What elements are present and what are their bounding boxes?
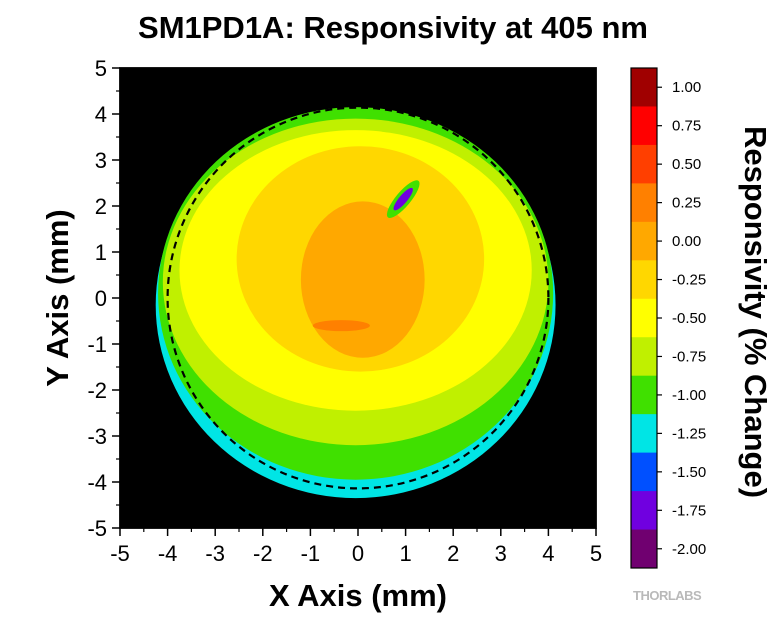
colorbar-segment [631,298,657,338]
x-axis-ticks: -5 -4 -3 -2 -1 0 1 2 3 4 5 [110,528,602,566]
colorbar: 1.00 0.75 0.50 0.25 0.00 -0.25 -0.50 -0.75 -1.00… [630,67,706,569]
y-tick-label: 3 [95,148,107,173]
colorbar-tick-label: -1.25 [672,425,706,442]
x-tick-label: -5 [110,541,130,566]
colorbar-tick-label: -1.75 [672,502,706,519]
colorbar-segment [631,375,657,415]
colorbar-tick-label: -1.50 [672,464,706,481]
x-tick-label: -1 [301,541,321,566]
y-axis-ticks: 5 4 3 2 1 0 -1 -2 -3 -4 -5 [87,56,120,541]
y-tick-label: 4 [95,102,107,127]
x-tick-label: -2 [253,541,273,566]
colorbar-segment [631,144,657,184]
colorbar-segment [631,260,657,300]
colorbar-segment [631,491,657,531]
colorbar-segment [631,183,657,223]
y-tick-label: -5 [87,516,107,541]
y-tick-label: -3 [87,424,107,449]
colorbar-segment [631,529,657,569]
colorbar-tick-label: -2.00 [672,541,706,558]
colorbar-segment [631,414,657,454]
y-axis-label: Y Axis (mm) [40,209,75,386]
x-tick-label: 1 [399,541,411,566]
colorbar-label: Responsivity (% Change) [738,126,773,498]
x-axis-label: X Axis (mm) [269,578,447,613]
colorbar-tick-label: 0.25 [672,195,701,212]
x-tick-label: -4 [158,541,178,566]
y-tick-label: 0 [95,286,107,311]
colorbar-tick-label: 0.50 [672,156,701,173]
colorbar-segment [631,337,657,377]
colorbar-tick-label: 0.00 [672,233,701,250]
heatmap-regions [155,107,556,499]
y-tick-label: -4 [87,470,107,495]
colorbar-segment [631,68,657,107]
aperture-dashed-circle [166,106,550,490]
x-tick-label: 0 [352,541,364,566]
colorbar-tick-label: -1.00 [672,387,706,404]
y-tick-label: 5 [95,56,107,81]
colorbar-segment [631,452,657,492]
x-tick-label: -3 [205,541,225,566]
colorbar-tick-label: -0.75 [672,348,706,365]
colorbar-segment [631,106,657,146]
colorbar-tick-label: -0.25 [672,272,706,289]
colorbar-segment [631,221,657,261]
thorlabs-logo: THORLABS [633,588,702,603]
heatmap-region [312,320,370,332]
x-tick-label: 2 [447,541,459,566]
y-tick-label: 1 [95,240,107,265]
x-tick-label: 4 [542,541,554,566]
colorbar-tick-label: 0.75 [672,118,701,135]
colorbar-tick-label: 1.00 [672,79,701,96]
heatmap-region [300,201,425,358]
heatmap-region [393,187,413,211]
x-tick-label: 5 [590,541,602,566]
y-tick-label: -1 [87,332,107,357]
x-tick-label: 3 [495,541,507,566]
y-tick-label: -2 [87,378,107,403]
colorbar-tick-label: -0.50 [672,310,706,327]
chart-title: SM1PD1A: Responsivity at 405 nm [138,10,648,45]
y-tick-label: 2 [95,194,107,219]
